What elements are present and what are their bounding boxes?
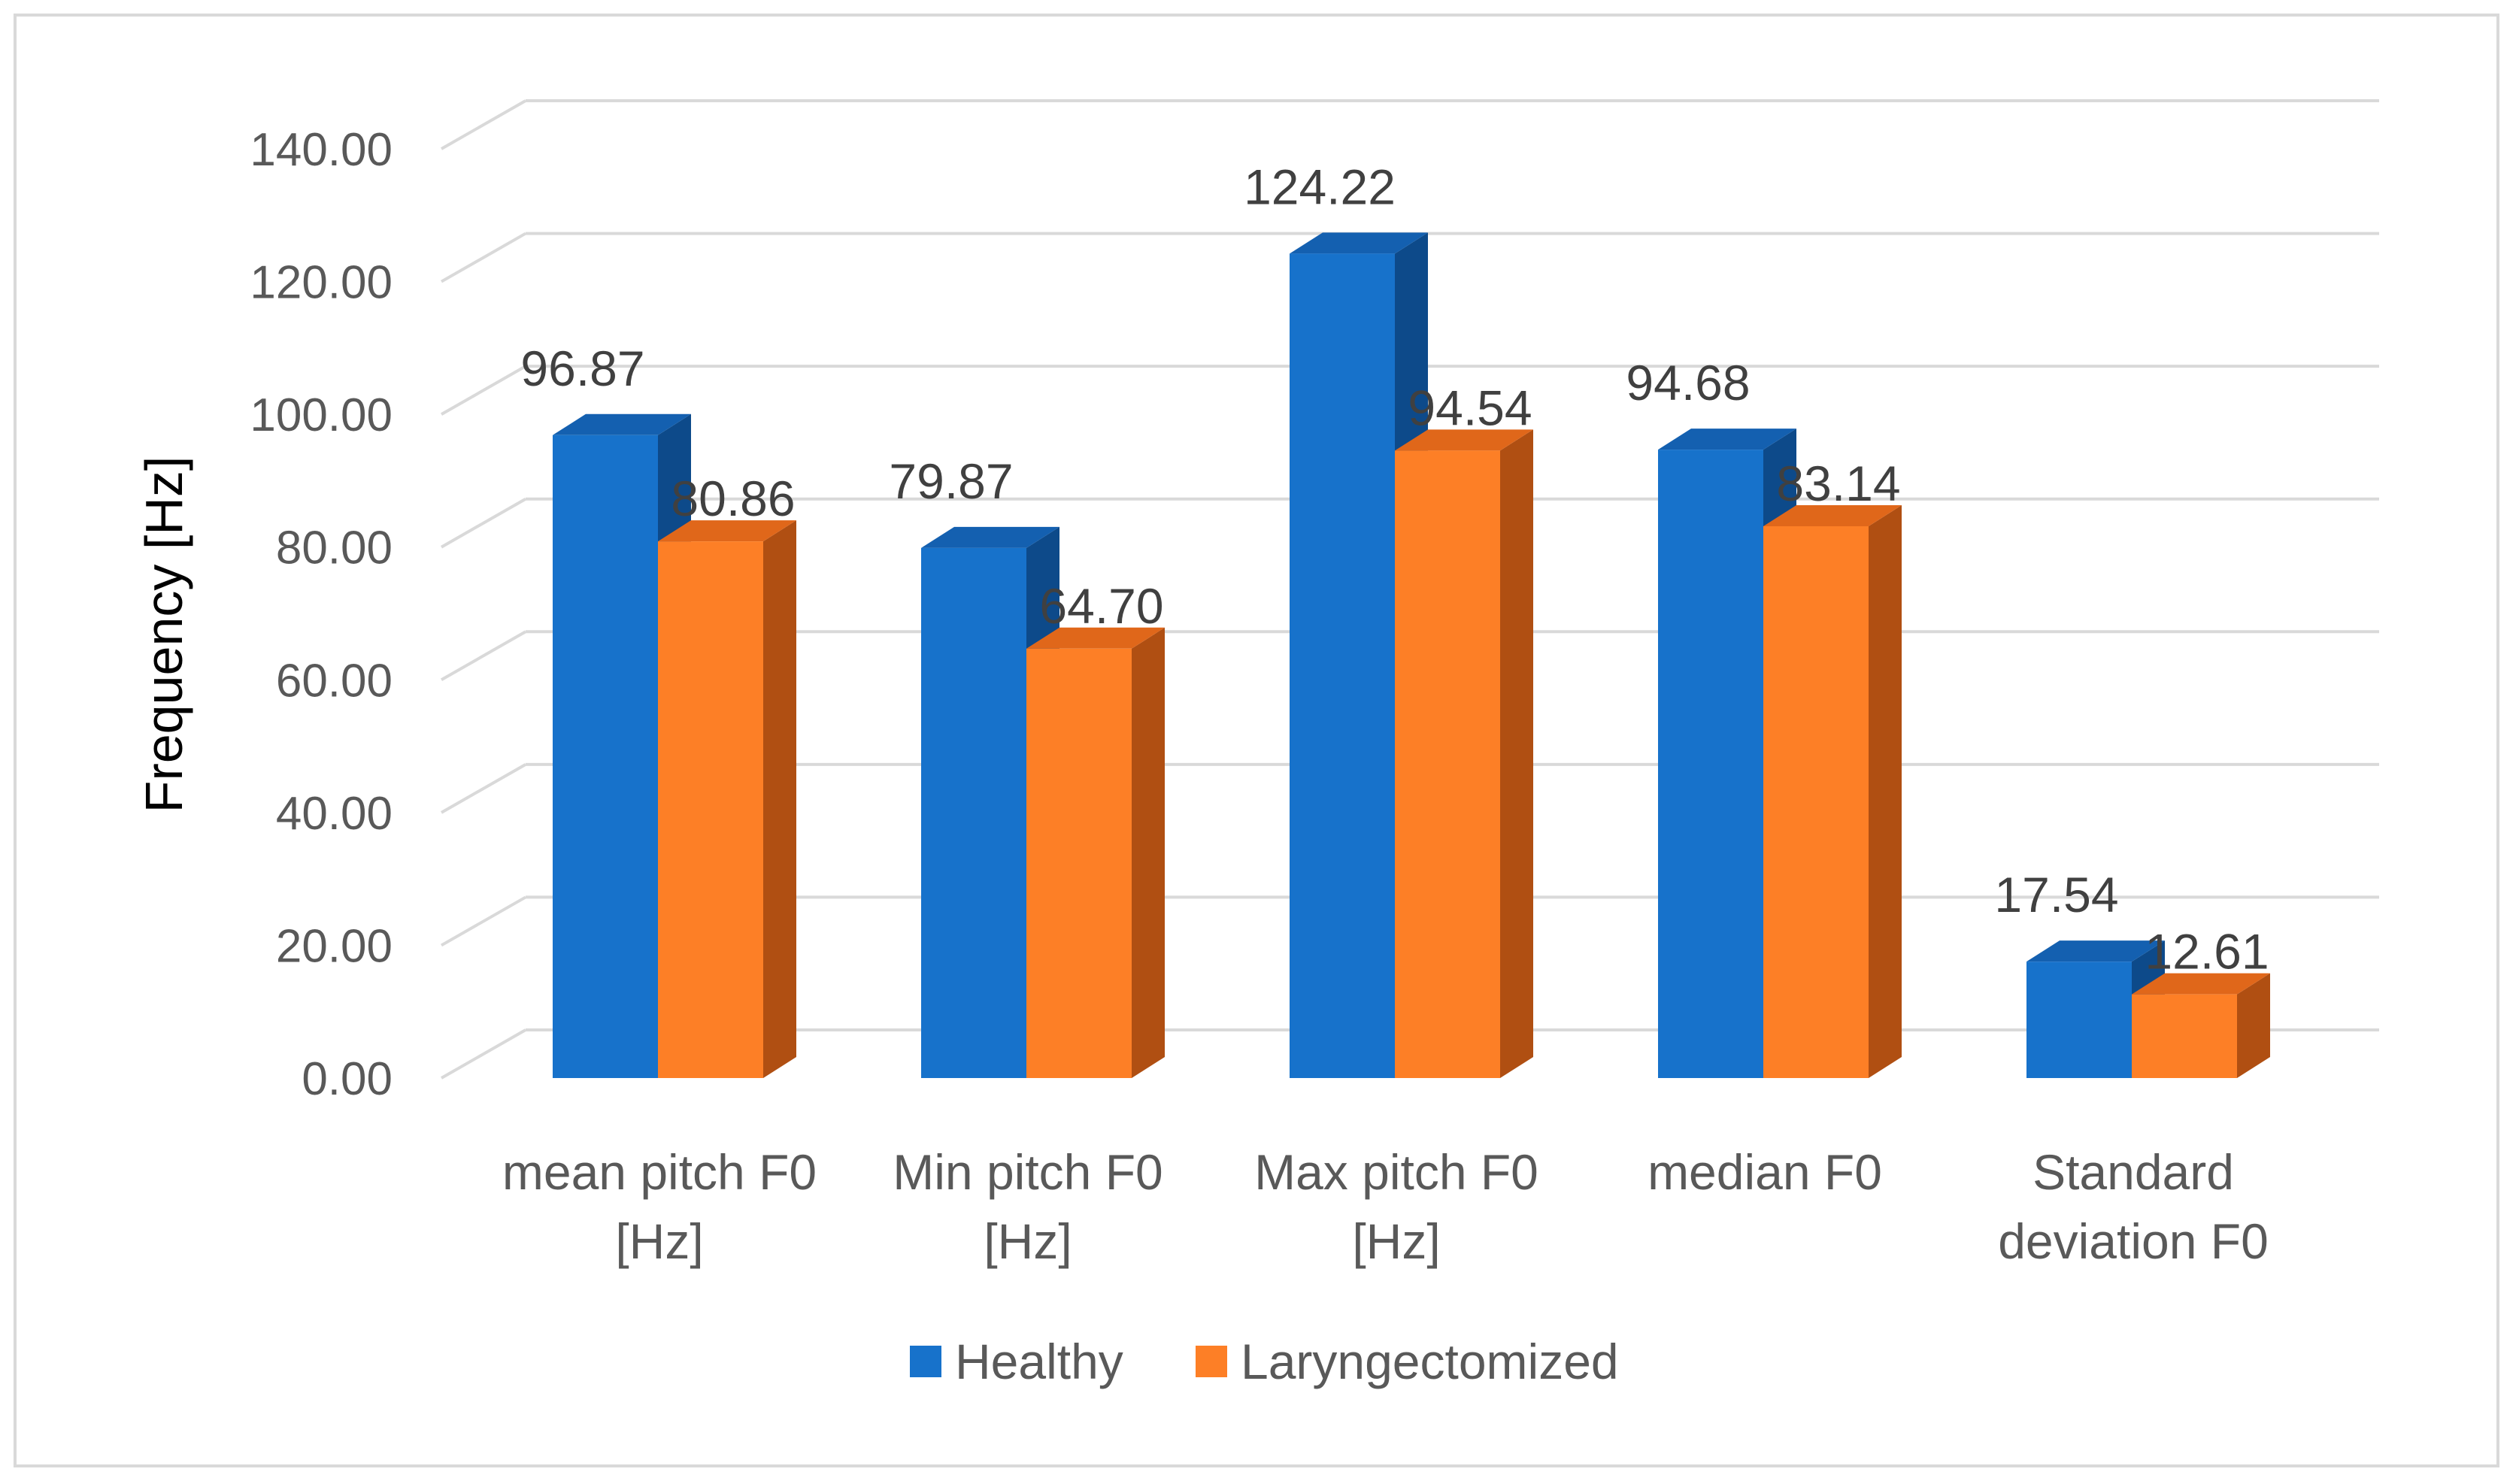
gridline-diagonal [441,365,526,416]
bar-side-laryngectomized [1869,504,1902,1078]
bar-top-healthy [1290,232,1428,254]
category-label: [Hz] [1352,1213,1440,1269]
y-tick-label: 140.00 [250,124,393,176]
y-tick-label: 0.00 [302,1053,393,1105]
data-label-laryngectomized: 64.70 [1039,578,1163,634]
bar-top-healthy [553,413,691,435]
gridline-diagonal [441,630,526,682]
y-tick-label: 60.00 [276,655,393,707]
y-tick-label: 120.00 [250,257,393,309]
bar-side-laryngectomized [1500,429,1533,1078]
data-label-healthy: 94.68 [1626,355,1750,410]
legend-label-laryngectomized: Laryngectomized [1241,1334,1619,1389]
bars [553,232,2270,1079]
y-tick-label: 100.00 [250,389,393,441]
bar-healthy [2026,962,2132,1078]
data-labels: 96.87 80.86 79.87 64.70 124.22 94.54 94.68 83.1… [520,159,2269,979]
y-axis-ticks: 0.00 20.00 40.00 60.00 80.00 100.00 120.00 140.… [250,124,393,1105]
data-label-laryngectomized: 80.86 [671,471,795,526]
gridline-diagonal [441,99,526,150]
bar-top-laryngectomized [1395,429,1533,451]
bar-laryngectomized [1763,525,1869,1078]
category-labels: mean pitch F0 [Hz] Min pitch F0 [Hz] Max pit… [502,1144,2269,1269]
legend-label-healthy: Healthy [955,1334,1123,1389]
bar-top-healthy [921,526,1059,548]
bar-side-laryngectomized [2237,973,2270,1078]
y-tick-label: 20.00 [276,920,393,972]
gridline-diagonal [441,895,526,947]
chart-frame: 0.00 20.00 40.00 60.00 80.00 100.00 120.00 140.… [14,14,2499,1467]
gridline-diagonal [441,497,526,549]
bar-laryngectomized [2132,994,2237,1078]
bar-healthy [553,435,658,1078]
bar-laryngectomized [1026,648,1132,1078]
category-label: mean pitch F0 [502,1144,817,1200]
gridline-diagonal [441,763,526,814]
category-label: Standard [2033,1144,2234,1200]
data-label-laryngectomized: 12.61 [2145,924,2269,980]
data-label-healthy: 96.87 [520,341,644,396]
bar-healthy [1290,253,1395,1079]
data-label-healthy: 17.54 [1994,867,2118,922]
bar-top-laryngectomized [2132,973,2270,995]
gridline-diagonal [441,1028,526,1080]
bar-laryngectomized [658,541,763,1078]
data-label-laryngectomized: 83.14 [1776,456,1900,511]
y-tick-label: 40.00 [276,788,393,840]
bar-top-healthy [1658,429,1796,450]
bar-healthy [1658,450,1763,1078]
category-label: deviation F0 [1998,1213,2269,1269]
chart-canvas: 0.00 20.00 40.00 60.00 80.00 100.00 120.00 140.… [135,99,2379,1389]
y-axis-title: Frequency [Hz] [135,456,193,813]
category-label: [Hz] [615,1213,703,1269]
bar-top-laryngectomized [1026,627,1165,649]
legend: Healthy Laryngectomized [910,1334,1619,1389]
gridline-diagonal [441,232,526,283]
category-label: [Hz] [984,1213,1072,1269]
category-label: median F0 [1648,1144,1882,1200]
bar-laryngectomized [1395,450,1500,1078]
bar-side-laryngectomized [1132,627,1165,1078]
data-label-healthy: 124.22 [1244,159,1396,214]
legend-swatch-healthy [910,1346,941,1377]
data-label-healthy: 79.87 [889,453,1013,509]
y-tick-label: 80.00 [276,522,393,574]
category-label: Max pitch F0 [1254,1144,1538,1200]
bar-top-laryngectomized [1763,504,1902,526]
data-label-laryngectomized: 94.54 [1408,380,1532,435]
bar-top-laryngectomized [658,520,796,542]
category-label: Min pitch F0 [893,1144,1163,1200]
bar-side-laryngectomized [763,520,796,1078]
bar-healthy [921,547,1026,1078]
bar-top-healthy [2026,940,2165,962]
legend-swatch-laryngectomized [1196,1346,1227,1377]
